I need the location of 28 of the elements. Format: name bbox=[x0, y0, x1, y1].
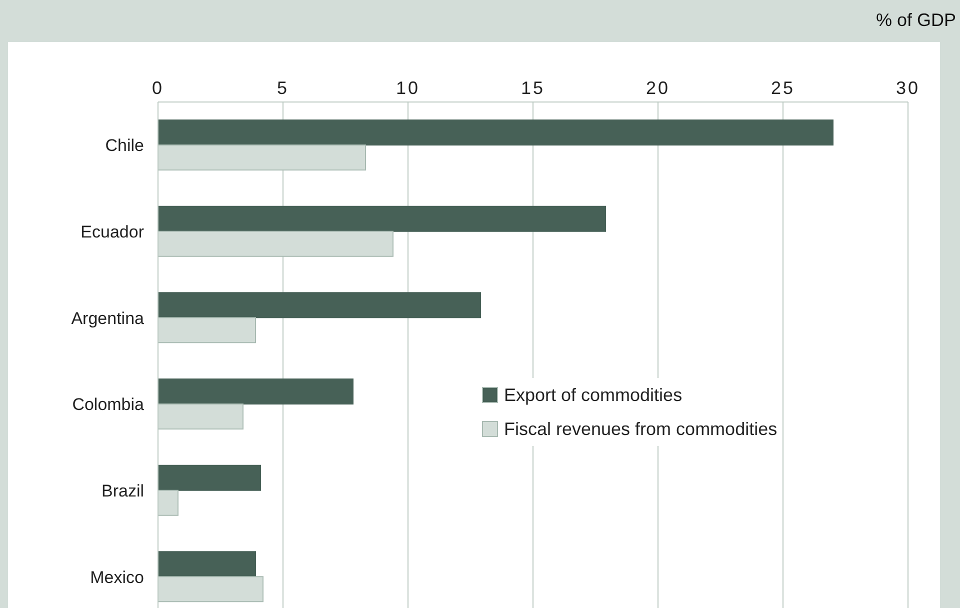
x-tick-label: 10 bbox=[396, 78, 420, 98]
bar bbox=[158, 464, 261, 491]
y-tick-label: Mexico bbox=[90, 568, 144, 587]
bar bbox=[158, 317, 256, 344]
legend-label: Export of commodities bbox=[504, 384, 682, 407]
x-tick-label: 20 bbox=[646, 78, 670, 98]
bar bbox=[158, 144, 366, 170]
x-tick-label: 30 bbox=[896, 78, 920, 98]
bar bbox=[158, 404, 244, 430]
x-tick-label: 15 bbox=[520, 78, 546, 98]
y-tick-label: Brazil bbox=[101, 482, 144, 501]
bar bbox=[158, 490, 178, 516]
bar bbox=[158, 230, 394, 257]
y-tick-label: Colombia bbox=[72, 395, 145, 414]
x-axis-title: % of GDP bbox=[876, 10, 956, 31]
x-tick-label: 0 bbox=[152, 78, 164, 98]
bar bbox=[158, 120, 834, 146]
y-tick-label: Argentina bbox=[71, 308, 145, 328]
bar bbox=[158, 576, 264, 602]
x-tick-label: 25 bbox=[770, 78, 796, 98]
y-tick-label: Chile bbox=[105, 136, 144, 156]
legend-label: Fiscal revenues from commodities bbox=[504, 418, 778, 441]
bar bbox=[158, 551, 256, 578]
y-tick-label: Ecuador bbox=[80, 222, 144, 242]
x-tick-label: 5 bbox=[276, 78, 290, 98]
bar bbox=[158, 378, 354, 404]
bar bbox=[158, 292, 481, 318]
bar bbox=[158, 206, 606, 232]
